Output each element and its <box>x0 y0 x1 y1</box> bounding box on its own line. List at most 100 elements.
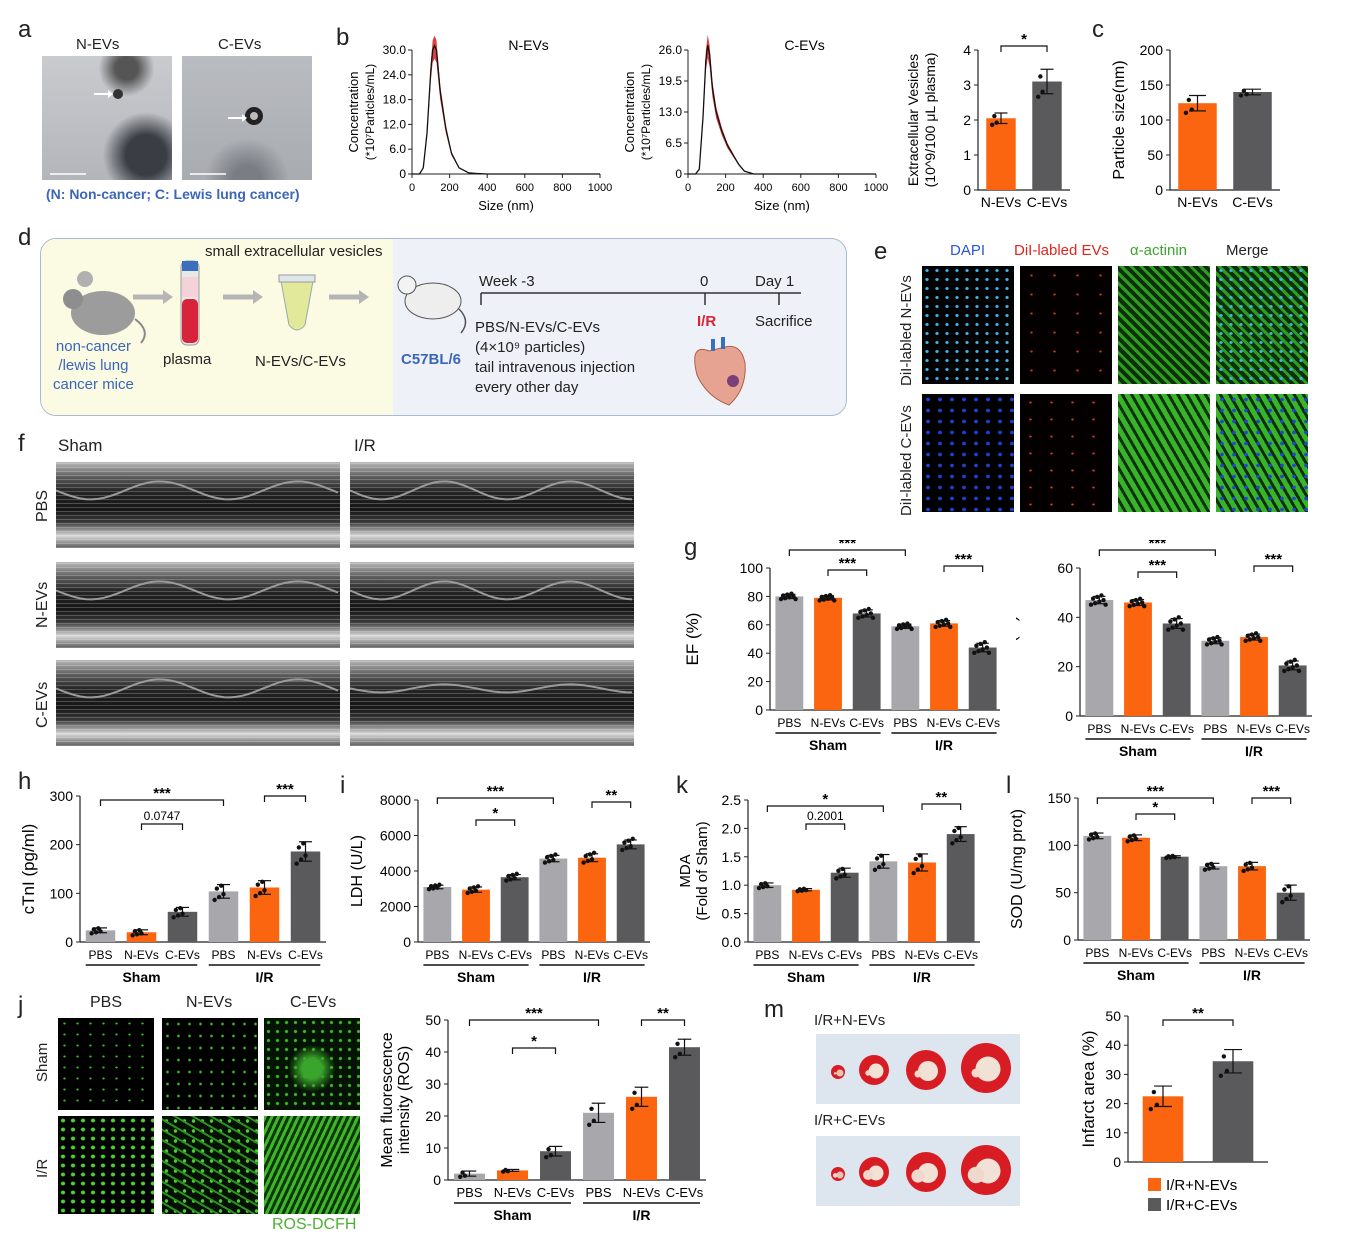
blood-tube-icon <box>180 260 200 346</box>
slice-lumen <box>836 1171 844 1179</box>
x-tick-label: PBS <box>755 948 779 962</box>
nta-plot-n-evs: 0 6.0 12.0 18.0 24.0 30.0 0 200 400 600 800 1000 Siz… <box>346 35 612 213</box>
data-dot <box>546 1147 551 1152</box>
data-dot <box>632 1090 637 1095</box>
data-dot <box>876 864 882 870</box>
data-dot <box>549 853 554 859</box>
data-dot <box>1103 602 1108 607</box>
significance-label: * <box>1152 799 1158 816</box>
y-tick-label: 60 <box>747 617 763 633</box>
data-dot <box>1154 1102 1160 1108</box>
data-dot <box>866 606 871 612</box>
panel-letter-i: i <box>340 772 346 799</box>
y-tick-label: 2000 <box>380 899 411 915</box>
x-tick-label: C-EVs <box>165 948 200 962</box>
data-dot <box>954 838 959 843</box>
significance-bracket <box>468 1019 600 1026</box>
e-col-dil: DiI-labled EVs <box>1014 242 1110 259</box>
data-dot <box>1294 663 1300 668</box>
data-dot <box>1088 602 1094 607</box>
heart-slices-c <box>816 1136 1020 1206</box>
data-dot <box>542 860 548 865</box>
data-dot <box>903 624 908 630</box>
y-tick-label: 18.0 <box>383 93 407 107</box>
data-dot <box>1038 74 1043 79</box>
data-dot <box>894 626 900 632</box>
data-dot <box>1133 836 1139 842</box>
y-tick-label: 1.5 <box>722 849 742 865</box>
echo-wall-line <box>350 480 633 501</box>
panel-letter-f: f <box>18 430 25 457</box>
x-tick-label: PBS <box>585 1185 611 1200</box>
data-dot <box>1243 638 1248 643</box>
data-dot <box>838 874 843 879</box>
x-tick-label: 600 <box>516 182 534 194</box>
data-dot <box>803 888 809 893</box>
data-dot <box>1282 887 1287 892</box>
data-dot <box>840 866 845 872</box>
data-dot <box>1129 599 1134 604</box>
data-dot <box>296 845 302 850</box>
d-day-label: Day 1 <box>755 273 795 290</box>
data-dot <box>1127 604 1132 609</box>
y-tick-label: 50 <box>1105 1008 1121 1024</box>
echo-image-c-evs-sham <box>56 660 340 746</box>
significance-bracket <box>827 569 868 576</box>
y-axis-label: Particle size(nm) <box>1111 60 1128 179</box>
data-dot <box>1088 832 1094 837</box>
slice-lumen <box>836 1069 844 1077</box>
data-dot <box>620 847 625 853</box>
significance-label: *** <box>1149 557 1167 574</box>
ros-sham-pbs <box>58 1018 154 1110</box>
data-dot <box>1258 638 1263 643</box>
group-label-ir: I/R <box>583 969 601 985</box>
data-dot <box>1286 666 1291 672</box>
significance-label: *** <box>1147 783 1165 800</box>
data-dot <box>1211 636 1216 641</box>
x-tick-label: N-EVs <box>623 1185 661 1200</box>
data-dot <box>1095 834 1100 840</box>
data-dot <box>832 598 837 603</box>
significance-label: *** <box>1265 551 1283 568</box>
bar-c-evs <box>290 851 321 942</box>
infarct-zone <box>911 1169 925 1183</box>
infarct-zone <box>833 1072 837 1075</box>
ev-count-chart: 0 1 2 3 4 N-EVs C-EVs * Extracellular Vesicles (1… <box>905 31 1070 210</box>
data-dot <box>465 890 470 896</box>
bar-pbs <box>85 930 116 942</box>
y-tick-label: 100 <box>50 885 74 901</box>
data-dot <box>1127 834 1132 839</box>
significance-label: * <box>822 791 828 808</box>
infarct-zone <box>971 1068 981 1078</box>
data-dot <box>913 856 918 862</box>
data-dot <box>989 122 995 128</box>
panel-letter-l: l <box>1006 772 1012 799</box>
a-title-n: N-EVs <box>76 36 120 53</box>
data-dot <box>1290 665 1295 670</box>
y-tick-label: 0 <box>403 934 411 950</box>
data-dot <box>544 855 550 860</box>
significance-bracket <box>436 797 554 804</box>
data-dot <box>1213 639 1218 645</box>
x-tick-label: 800 <box>553 182 571 194</box>
data-dot <box>793 596 798 602</box>
data-dot <box>1101 597 1106 603</box>
data-dot <box>864 612 869 618</box>
x-tick-label: 1000 <box>588 182 612 194</box>
data-dot <box>935 619 940 625</box>
x-tick-label: C-EVs <box>849 716 884 730</box>
data-dot <box>553 852 558 857</box>
x-tick-label: C-EVs <box>827 948 862 962</box>
data-dot <box>919 863 925 869</box>
significance-bracket <box>640 1019 686 1026</box>
significance-label: * <box>531 1033 537 1050</box>
data-dot <box>1142 604 1147 609</box>
infarct-zone <box>914 1070 922 1078</box>
data-dot <box>879 853 884 858</box>
data-dot <box>1255 634 1261 640</box>
y-tick-label: 100 <box>1140 112 1164 128</box>
data-dot <box>821 597 827 602</box>
data-dot <box>462 1173 468 1178</box>
data-dot <box>673 1055 678 1060</box>
